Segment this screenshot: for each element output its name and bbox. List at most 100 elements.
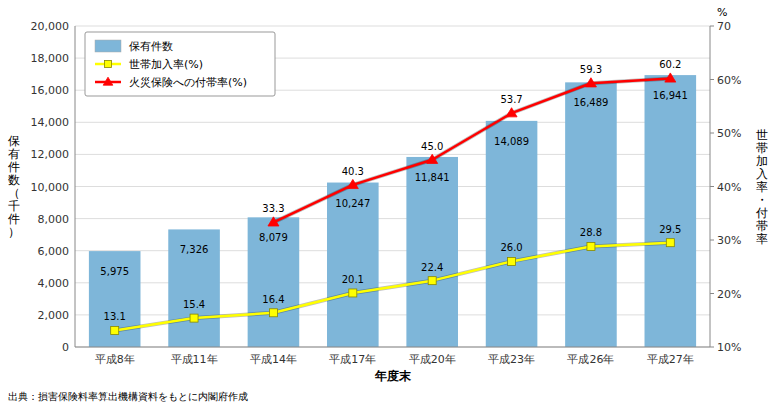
x-axis	[75, 347, 710, 348]
annotation: %	[717, 6, 727, 19]
y2-tick-label: 70	[717, 20, 731, 33]
x-tick-label: 平成27年	[647, 353, 694, 366]
y-tick-label: 16,000	[31, 84, 70, 97]
marker	[506, 108, 517, 117]
y2-tick	[710, 293, 714, 294]
y2-axis	[710, 26, 711, 347]
source: 出典：損害保険料率算出機構資料をもとに内閣府作成	[8, 391, 248, 402]
y2-tick	[710, 186, 714, 187]
y2-tick-label: 10%	[717, 341, 741, 354]
marker	[268, 217, 279, 226]
marker	[347, 179, 358, 188]
y-tick-label: 4,000	[38, 277, 70, 290]
bar	[406, 157, 458, 347]
legend-marker	[103, 77, 113, 85]
y2-axis-title: 世帯加入率・付帯率	[755, 128, 768, 246]
x-tick-label: 平成20年	[409, 353, 456, 366]
legend: 保有件数世帯加入率(%) 火災保険への付帯率(%)	[85, 32, 275, 96]
legend-marker	[105, 61, 112, 68]
line-outline	[273, 78, 670, 222]
y2-tick-label: 20%	[717, 288, 741, 301]
bar-label: 16,941	[653, 90, 688, 101]
y-tick-label: 10,000	[31, 181, 70, 194]
x-tick-label: 平成26年	[567, 353, 614, 366]
line	[273, 78, 670, 222]
marker	[508, 257, 516, 265]
bar	[645, 75, 697, 347]
legend-swatch	[95, 40, 121, 52]
line-label: 26.0	[500, 242, 522, 253]
x-tick-label: 平成23年	[488, 353, 535, 366]
line-label: 22.4	[421, 262, 443, 273]
bar	[89, 251, 141, 347]
marker	[427, 154, 438, 163]
line-label: 40.3	[342, 166, 364, 177]
x-tick-label: 平成8年	[95, 353, 135, 366]
marker	[665, 73, 676, 82]
x-tick-label: 平成17年	[329, 353, 376, 366]
y-tick-label: 18,000	[31, 52, 70, 65]
bar	[565, 82, 617, 347]
line-label: 20.1	[342, 274, 364, 285]
y2-tick	[710, 79, 714, 80]
legend-label: 世帯加入率(%)	[129, 58, 203, 71]
data-labels: 5,975 7,326 8,079 10,247 11,841 14,089 16,489 1…	[100, 59, 687, 322]
grid	[75, 26, 710, 347]
line-label: 28.8	[580, 227, 602, 238]
bar-label: 5,975	[100, 266, 129, 277]
legend-label: 保有件数	[129, 40, 173, 53]
line-label: 45.0	[421, 141, 443, 152]
marker	[269, 309, 277, 317]
x-tick-label: 平成11年	[171, 353, 218, 366]
bar-label: 14,089	[494, 136, 529, 147]
chart: 02,0004,0006,0008,00010,00012,00014,0001…	[0, 0, 780, 407]
y2-tick-label: 60%	[717, 74, 741, 87]
line-label: 33.3	[262, 203, 284, 214]
line-label: 53.7	[500, 94, 522, 105]
bar-label: 8,079	[259, 232, 288, 243]
y2-tick	[710, 347, 714, 348]
bar	[486, 121, 538, 347]
x-tick-label: 平成14年	[250, 353, 297, 366]
y2-tick-label: 30%	[717, 234, 741, 247]
bar	[327, 183, 379, 347]
y-axis	[75, 26, 76, 347]
line-label: 13.1	[104, 311, 126, 322]
y-tick-label: 20,000	[31, 20, 70, 33]
line	[115, 243, 671, 331]
y-tick-label: 0	[62, 341, 69, 354]
y-tick-label: 12,000	[31, 148, 70, 161]
bar	[168, 229, 220, 347]
marker	[585, 78, 596, 87]
marker	[111, 326, 119, 334]
x-axis-title: 年度末	[374, 369, 412, 383]
y2-tick	[710, 240, 714, 241]
y-tick-label: 2,000	[38, 309, 70, 322]
line-label: 29.5	[659, 224, 681, 235]
line-outline	[115, 243, 671, 331]
y2-tick-label: 50%	[717, 127, 741, 140]
marker	[349, 289, 357, 297]
marker	[190, 314, 198, 322]
y2-tick	[710, 133, 714, 134]
marker	[587, 242, 595, 250]
line-label: 15.4	[183, 299, 205, 310]
line-label: 59.3	[580, 64, 602, 75]
y2-tick	[710, 26, 714, 27]
bar	[248, 217, 300, 347]
grid-line	[75, 26, 710, 27]
bar-label: 11,841	[415, 172, 450, 183]
plot-area	[89, 73, 696, 347]
y2-tick-label: 40%	[717, 181, 741, 194]
marker	[428, 277, 436, 285]
marker	[666, 239, 674, 247]
bar-label: 16,489	[573, 97, 608, 108]
y-axis-title: 保有件数（千件）	[8, 134, 20, 239]
bar-label: 7,326	[180, 244, 209, 255]
bar-label: 10,247	[335, 198, 370, 209]
y-tick-label: 8,000	[38, 213, 70, 226]
legend-label: 火災保険への付帯率(%)	[129, 76, 247, 89]
line-label: 60.2	[659, 59, 681, 70]
line-label: 16.4	[262, 294, 284, 305]
y-tick-label: 6,000	[38, 245, 70, 258]
